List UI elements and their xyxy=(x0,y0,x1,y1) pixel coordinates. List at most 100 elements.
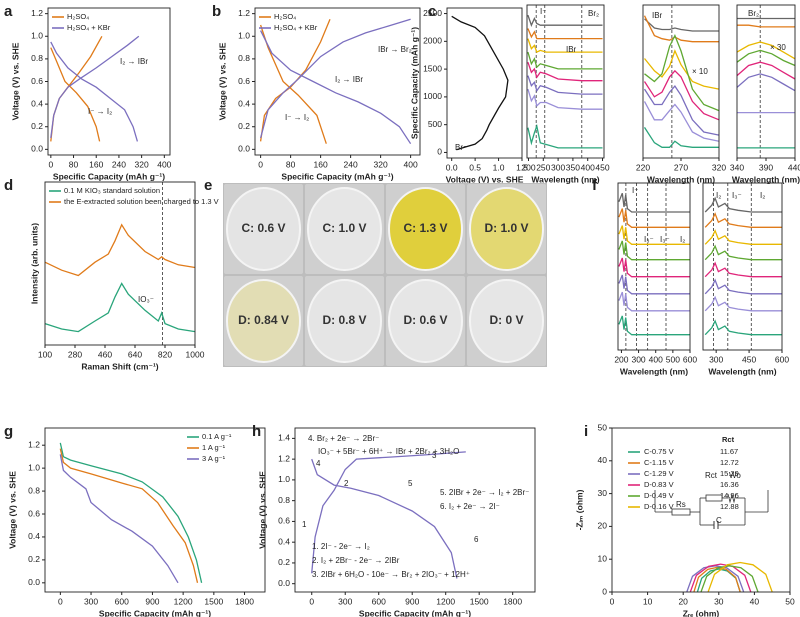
plot-frame xyxy=(611,427,791,593)
series-line xyxy=(700,565,759,593)
x-axis-label: Wavelength (nm) xyxy=(732,174,800,184)
panel-letter: c xyxy=(428,3,436,20)
x-tick-label: 0 xyxy=(610,596,615,606)
x-tick-label: 600 xyxy=(372,596,386,606)
plot: 0 10 20 30 40 50 0 10 20 30 40 50 Zᵣₑ (ohm) -Zᵢₘ (ohm… xyxy=(574,422,795,617)
x-tick-label: 200 xyxy=(614,354,628,364)
x-tick-label: 900 xyxy=(145,596,159,606)
annotation: 4. Br₂ + 2e⁻ → 2Br⁻ xyxy=(308,434,379,443)
photo-label: D: 0.8 V xyxy=(322,313,366,327)
x-tick-label: 400 xyxy=(404,159,418,169)
x-tick-label: 0.5 xyxy=(469,162,481,172)
y-tick-label: 40 xyxy=(598,455,608,465)
x-tick-label: 450 xyxy=(595,162,609,172)
annotation: I₃⁻ xyxy=(732,191,742,200)
y-tick-label: 0.6 xyxy=(278,516,290,526)
legend-label: D-0.49 V xyxy=(644,491,674,500)
x-tick-label: 100 xyxy=(38,349,52,359)
annotation: Br⁻ xyxy=(455,143,467,152)
photo-label: D: 0.6 V xyxy=(403,313,447,327)
circuit-resistor xyxy=(705,494,723,502)
series-line xyxy=(44,282,196,333)
series-line xyxy=(618,315,690,336)
plot: 0.0 0.5 1.0 1.5 0 500 1000 1500 2000 2500 Voltage … xyxy=(409,7,528,184)
y-tick-label: 10 xyxy=(598,553,608,563)
x-tick-label: 0.0 xyxy=(446,162,458,172)
dish xyxy=(388,187,463,271)
y-tick-label: 1.2 xyxy=(31,8,43,18)
plot: 0 80 160 240 320 400 0.0 0.2 0.4 0.6 0.8 1.0 1.2 Spec… xyxy=(10,7,172,181)
x-tick-label: 400 xyxy=(157,159,171,169)
x-tick-label: 300 xyxy=(709,354,723,364)
x-axis-label: Specific Capacity (mAh g⁻¹) xyxy=(99,608,211,617)
annotation: 4 xyxy=(316,459,321,468)
x-tick-label: 320 xyxy=(712,162,726,172)
legend-label: C-0.75 V xyxy=(644,447,674,456)
series-line xyxy=(59,454,179,584)
x-tick-label: 200 xyxy=(521,162,535,172)
x-axis-label: Wavelength (nm) xyxy=(708,366,776,376)
x-axis-label: Wavelength (nm) xyxy=(531,174,599,184)
legend-title: Rct xyxy=(722,435,735,444)
y-tick-label: 1500 xyxy=(423,63,442,73)
annotation: I⁻ xyxy=(632,186,638,195)
y-tick-label: 0.4 xyxy=(31,98,43,108)
x-tick-label: 250 xyxy=(536,162,550,172)
dish xyxy=(226,187,301,271)
series-line xyxy=(704,319,782,336)
x-tick-label: 1500 xyxy=(204,596,223,606)
series-line xyxy=(704,212,782,228)
y-tick-label: 1.0 xyxy=(238,31,250,41)
y-tick-label: 1.2 xyxy=(238,8,250,18)
series-line xyxy=(643,101,720,142)
series-line xyxy=(704,261,782,278)
y-tick-label: 0.2 xyxy=(278,557,290,567)
y-axis-label: Voltage (V) vs. SHE xyxy=(217,42,227,120)
series-line xyxy=(618,225,690,245)
annotation: I₃⁻ xyxy=(644,235,654,244)
y-tick-label: 0.8 xyxy=(238,53,250,63)
y-tick-label: 1.0 xyxy=(28,462,40,472)
x-tick-label: 10 xyxy=(643,596,653,606)
y-tick-label: 0.0 xyxy=(238,144,250,154)
legend-value: 11.67 xyxy=(720,447,738,456)
series-line xyxy=(693,566,741,593)
y-tick-label: 30 xyxy=(598,488,608,498)
annotation: Wo xyxy=(729,471,741,480)
annotation: I⁻ → I₂ xyxy=(285,113,309,122)
circuit-warburg xyxy=(727,493,737,504)
panel-letter: d xyxy=(4,177,13,194)
panel-letter: f xyxy=(592,177,598,194)
x-tick-label: 600 xyxy=(115,596,129,606)
annotation: Br₂ xyxy=(588,9,599,18)
series-line xyxy=(704,196,782,213)
x-tick-label: 1800 xyxy=(235,596,254,606)
annotation: IO₃⁻ xyxy=(138,295,154,304)
annotation: I₂ → IBr xyxy=(120,57,148,66)
annotation: I⁻ xyxy=(540,7,546,16)
plot: 200 250 300 350 400 450 Wavelength (nm) I⁻ IBr Br… xyxy=(521,4,610,184)
plot-frame xyxy=(526,4,605,159)
x-tick-label: 50 xyxy=(785,596,795,606)
annotation: 3. 2IBr + 6H₂O - 10e⁻ → Br₂ + 2IO₃⁻ + 12… xyxy=(312,570,470,579)
y-tick-label: 0.8 xyxy=(278,495,290,505)
annotation: I₂ xyxy=(680,235,685,244)
legend-label: D-0.16 V xyxy=(644,502,674,511)
series-line xyxy=(618,208,690,228)
y-tick-label: 0.6 xyxy=(28,508,40,518)
series-line xyxy=(527,14,603,27)
legend-label: H₂SO₄ xyxy=(274,12,296,21)
x-tick-label: 1800 xyxy=(503,596,522,606)
panel-letter: i xyxy=(584,423,588,440)
annotation: I₂ → IBr xyxy=(335,75,363,84)
series-line xyxy=(644,34,720,112)
series-line xyxy=(618,240,690,261)
x-tick-label: 0 xyxy=(258,159,263,169)
x-axis-label: Specific Capacity (mAh g⁻¹) xyxy=(281,171,393,181)
x-axis-label: Specific Capacity (mAh g⁻¹) xyxy=(53,171,165,181)
annotation: I₂ xyxy=(716,191,721,200)
legend-label: C-1.15 V xyxy=(644,458,674,467)
series-line xyxy=(618,192,690,213)
x-tick-label: 160 xyxy=(314,159,328,169)
